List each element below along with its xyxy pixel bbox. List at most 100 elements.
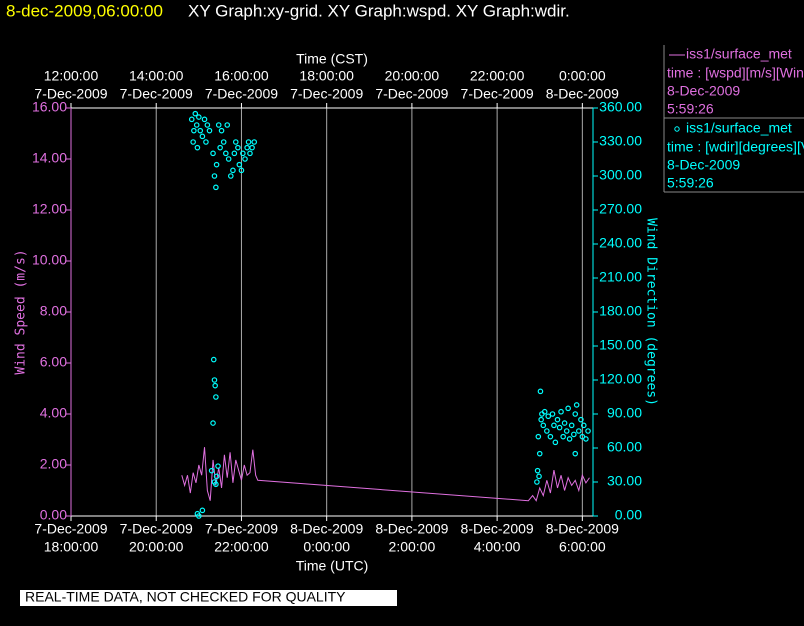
legend-label: iss1/surface_met xyxy=(686,120,792,136)
direction-point xyxy=(580,422,587,429)
x2-tick-label: 14:00:00 xyxy=(129,68,184,84)
x-tick-label: 7-Dec-2009 xyxy=(34,521,107,537)
direction-point xyxy=(213,473,220,480)
direction-point xyxy=(193,122,200,128)
direction-point xyxy=(197,127,204,134)
direction-point xyxy=(244,144,250,151)
footer-box xyxy=(20,590,397,606)
y-tick-label: 16.00 xyxy=(32,99,67,115)
direction-point xyxy=(536,450,543,457)
direction-point xyxy=(575,428,582,434)
y2-tick-label: 0.00 xyxy=(615,507,642,523)
x2-axis-title: Time (CST) xyxy=(296,51,368,67)
direction-point xyxy=(199,507,206,514)
x2-tick-label: 16:00:00 xyxy=(214,68,269,84)
x-tick-label: 8-Dec-2009 xyxy=(461,521,534,537)
x-tick-label: 22:00:00 xyxy=(214,539,269,555)
x2-tick-label: 7-Dec-2009 xyxy=(375,86,448,102)
direction-point xyxy=(541,408,548,415)
footer: REAL-TIME DATA, NOT CHECKED FOR QUALITY xyxy=(25,589,346,605)
x2-tick-label: 7-Dec-2009 xyxy=(34,86,107,102)
y2-axis-title: Wind Direction (degrees) xyxy=(644,218,659,406)
legend-swatch xyxy=(674,126,680,132)
direction-point xyxy=(552,439,559,446)
direction-point xyxy=(561,420,568,426)
direction-point xyxy=(190,139,196,145)
y2-tick-label: 90.00 xyxy=(607,405,642,421)
y2-tick-label: 360.00 xyxy=(599,99,642,115)
direction-point xyxy=(224,122,231,128)
direction-point xyxy=(571,431,577,438)
direction-point xyxy=(535,433,542,440)
direction-point xyxy=(211,173,218,179)
y-tick-label: 14.00 xyxy=(32,150,67,166)
x-tick-label: 4:00:00 xyxy=(474,539,521,555)
speed-line xyxy=(181,447,590,502)
y-axis-title: Wind Speed (m/s) xyxy=(14,249,29,374)
legend-detail: 5:59:26 xyxy=(667,101,714,117)
x-tick-label: 6:00:00 xyxy=(559,539,606,555)
direction-point xyxy=(536,473,542,480)
y-tick-label: 6.00 xyxy=(40,354,67,370)
direction-point xyxy=(230,167,236,174)
direction-point xyxy=(537,388,544,395)
direction-point xyxy=(568,422,575,429)
y-tick-label: 4.00 xyxy=(40,405,67,421)
direction-point xyxy=(547,433,554,440)
direction-point xyxy=(232,139,239,145)
direction-point xyxy=(217,144,223,151)
chart-title: XY Graph:xy-grid. XY Graph:wspd. XY Grap… xyxy=(188,1,570,20)
x-tick-label: 18:00:00 xyxy=(44,539,99,555)
direction-point xyxy=(578,416,584,423)
x-tick-label: 8-Dec-2009 xyxy=(546,521,619,537)
direction-point xyxy=(236,161,243,168)
direction-point xyxy=(242,156,248,162)
y2-tick-label: 270.00 xyxy=(599,201,642,217)
direction-point xyxy=(572,411,579,417)
direction-point xyxy=(199,133,206,140)
direction-point xyxy=(213,394,219,400)
x-tick-label: 0:00:00 xyxy=(303,539,350,555)
legend-detail: 8-Dec-2009 xyxy=(667,157,740,173)
header-time: 8-dec-2009,06:00:00 xyxy=(6,1,163,20)
direction-point xyxy=(556,424,563,431)
y2-tick-label: 120.00 xyxy=(599,371,642,387)
x2-tick-label: 12:00:00 xyxy=(44,68,99,84)
x2-tick-label: 20:00:00 xyxy=(385,68,440,84)
direction-point xyxy=(211,377,218,383)
x-axis-title: Time (UTC) xyxy=(296,558,369,574)
x-tick-label: 8-Dec-2009 xyxy=(290,521,363,537)
direction-point xyxy=(554,416,561,423)
x-tick-label: 2:00:00 xyxy=(389,539,436,555)
direction-point xyxy=(538,416,544,423)
direction-point xyxy=(215,122,222,128)
x2-tick-label: 7-Dec-2009 xyxy=(461,86,534,102)
direction-point xyxy=(212,382,218,389)
direction-point xyxy=(196,114,202,120)
y-tick-label: 12.00 xyxy=(32,201,67,217)
direction-point xyxy=(583,436,589,442)
x2-tick-label: 22:00:00 xyxy=(470,68,525,84)
direction-point xyxy=(585,428,591,434)
direction-point xyxy=(235,144,241,151)
y2-tick-label: 240.00 xyxy=(599,235,642,251)
direction-point xyxy=(245,139,252,145)
direction-point xyxy=(210,356,217,363)
direction-point xyxy=(545,413,552,420)
y-tick-label: 8.00 xyxy=(40,303,67,319)
y-tick-label: 10.00 xyxy=(32,252,67,268)
y2-tick-label: 330.00 xyxy=(599,133,642,149)
direction-point xyxy=(249,144,255,151)
x2-tick-label: 7-Dec-2009 xyxy=(205,86,278,102)
y2-tick-label: 210.00 xyxy=(599,269,642,285)
direction-point xyxy=(238,167,245,174)
y2-tick-label: 300.00 xyxy=(599,167,642,183)
direction-point xyxy=(227,173,234,179)
direction-point xyxy=(210,420,216,426)
direction-point xyxy=(218,127,225,134)
x-tick-label: 20:00:00 xyxy=(129,539,184,555)
direction-point xyxy=(534,467,541,474)
direction-point xyxy=(213,184,219,191)
direction-point xyxy=(573,402,580,408)
direction-point xyxy=(231,150,238,157)
